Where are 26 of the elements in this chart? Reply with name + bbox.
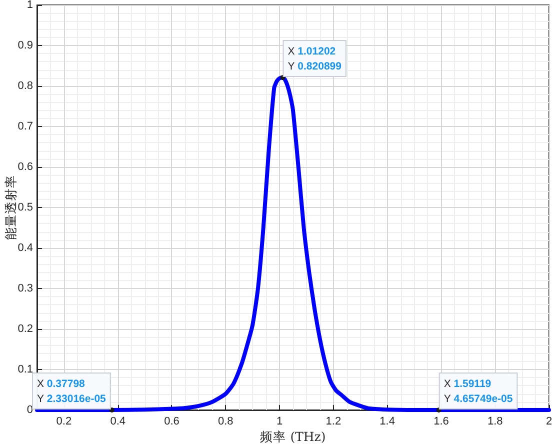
y-tick-label: 0.9 xyxy=(18,40,33,52)
y-tick-label: 1 xyxy=(26,0,33,11)
y-tick-label: 0.4 xyxy=(18,242,33,254)
x-tick-label: 1.2 xyxy=(326,416,342,428)
y-tick-label: 0.8 xyxy=(18,80,33,92)
x-tick-label: 0.6 xyxy=(164,416,180,428)
y-tick-label: 0.1 xyxy=(18,364,33,376)
annotation: X 0.37798 Y 2.33016e-05 xyxy=(37,378,106,405)
y-tick-label: 0.3 xyxy=(18,282,33,294)
y-axis-title: 能量透射率 xyxy=(3,175,18,240)
annotation: X 1.59119 Y 4.65749e-05 xyxy=(444,378,513,405)
y-tick-label: 0 xyxy=(26,404,33,416)
x-axis-title: 频率 (THz) xyxy=(260,429,326,444)
y-tick-label: 0.5 xyxy=(18,202,33,214)
x-tick-label: 0.2 xyxy=(56,416,72,428)
y-tick-label: 0.6 xyxy=(18,161,33,173)
x-tick-label: 1 xyxy=(276,416,283,428)
x-tick-label: 1.8 xyxy=(487,416,503,428)
x-tick-label: 1.6 xyxy=(434,416,449,428)
x-tick-label: 1.4 xyxy=(380,416,395,428)
x-tick-label: 0.4 xyxy=(110,416,126,428)
y-tick-label: 0.2 xyxy=(18,323,33,335)
x-tick-label: 0.8 xyxy=(218,416,234,428)
annotation: X 1.01202 Y 0.820899 xyxy=(288,46,342,73)
x-tick-label: 2 xyxy=(546,416,552,428)
y-tick-label: 0.7 xyxy=(18,120,33,132)
